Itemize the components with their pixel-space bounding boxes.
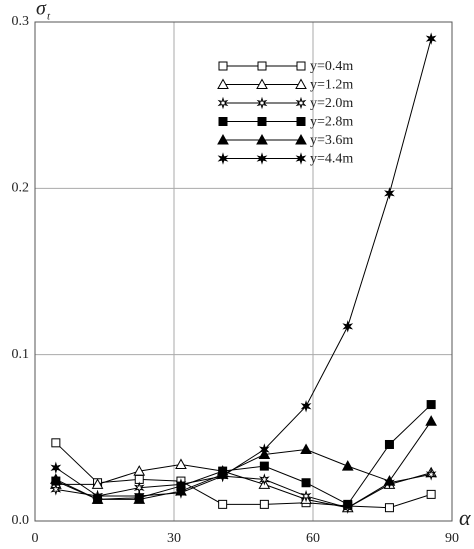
- marker: [50, 461, 62, 474]
- marker: [258, 473, 270, 486]
- legend-marker: [295, 78, 307, 89]
- marker: [425, 415, 437, 426]
- marker: [425, 32, 437, 45]
- marker: [133, 465, 146, 476]
- legend-marker: [217, 78, 229, 89]
- marker: [301, 478, 311, 488]
- legend-marker: [217, 152, 229, 165]
- legend-marker: [218, 117, 228, 126]
- legend-label: y=2.0m: [310, 96, 353, 111]
- x-tick-label: 0: [32, 531, 39, 546]
- legend-marker: [256, 133, 268, 145]
- x-axis-label: α: [459, 505, 471, 530]
- y-axis-label: σ: [36, 0, 47, 20]
- legend-marker: [217, 133, 229, 145]
- marker: [133, 489, 145, 503]
- marker: [259, 461, 269, 471]
- marker: [50, 483, 62, 496]
- legend-marker: [217, 96, 229, 110]
- marker: [218, 499, 228, 509]
- marker: [300, 489, 312, 503]
- marker: [175, 458, 187, 469]
- legend-label: y=0.4m: [310, 59, 353, 74]
- series-line: [55, 420, 432, 500]
- legend-marker: [256, 78, 268, 89]
- series-line: [55, 442, 432, 509]
- y-tick-label: 0.1: [12, 347, 30, 362]
- marker: [217, 469, 229, 483]
- series-line: [55, 473, 432, 509]
- marker: [343, 499, 353, 509]
- marker: [51, 438, 61, 448]
- marker: [258, 443, 270, 456]
- marker: [425, 468, 437, 481]
- marker: [50, 473, 62, 484]
- legend-marker: [295, 152, 307, 165]
- x-tick-label: 30: [167, 531, 181, 546]
- marker: [384, 187, 395, 200]
- legend-label: y=4.4m: [310, 152, 353, 167]
- marker: [383, 475, 396, 486]
- y-tick-label: 0.0: [12, 513, 30, 528]
- marker: [426, 489, 436, 499]
- legend-label: y=1.2m: [310, 78, 353, 93]
- legend-marker: [257, 61, 267, 71]
- legend-label: y=2.8m: [310, 115, 353, 130]
- plot-frame: [34, 21, 453, 522]
- legend-marker: [218, 61, 228, 71]
- y-axis-label-subscript: t: [47, 11, 51, 23]
- y-tick-label: 0.2: [12, 181, 30, 196]
- x-tick-label: 60: [306, 531, 320, 546]
- marker: [259, 499, 269, 509]
- legend-marker: [256, 96, 268, 110]
- marker: [91, 478, 104, 489]
- marker: [341, 460, 354, 471]
- marker: [426, 400, 436, 410]
- marker: [342, 320, 354, 333]
- marker: [92, 489, 103, 503]
- x-tick-label: 90: [445, 531, 459, 546]
- marker: [175, 486, 187, 499]
- marker: [300, 443, 312, 454]
- series-line: [55, 463, 432, 509]
- legend-marker: [296, 61, 306, 71]
- series-line: [55, 38, 432, 497]
- marker: [384, 503, 394, 513]
- legend-marker: [295, 133, 307, 145]
- legend-marker: [256, 152, 268, 165]
- marker: [300, 400, 312, 413]
- legend-marker: [295, 96, 307, 110]
- marker: [384, 439, 394, 449]
- legend-label: y=3.6m: [310, 133, 353, 148]
- legend-marker: [296, 117, 306, 126]
- series-line: [55, 404, 432, 506]
- y-tick-label: 0.3: [12, 14, 30, 29]
- legend-marker: [257, 117, 267, 126]
